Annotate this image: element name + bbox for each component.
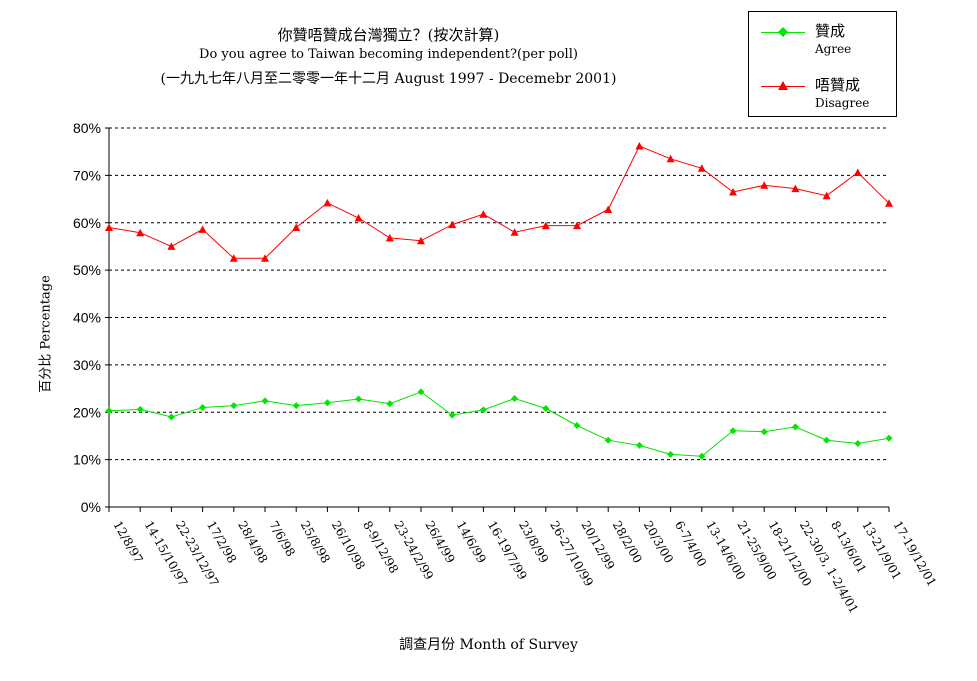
chart-subtitle: Do you agree to Taiwan becoming independ… bbox=[199, 47, 578, 62]
data-point-agree bbox=[854, 440, 862, 447]
legend-item-disagree: 唔贊成 Disagree bbox=[749, 72, 896, 112]
data-point-disagree bbox=[510, 228, 519, 236]
y-tick-label: 20% bbox=[73, 404, 101, 420]
data-point-agree bbox=[760, 428, 768, 436]
data-point-agree bbox=[791, 423, 799, 431]
legend-label-agree-en: Agree bbox=[815, 42, 852, 56]
data-point-agree bbox=[355, 395, 363, 403]
y-axis: 0% 10% 20% 30% 40% 50% 60% 70% 80% bbox=[73, 120, 110, 515]
data-point-agree bbox=[573, 422, 581, 429]
y-tick-label: 0% bbox=[81, 499, 101, 515]
x-tick-label: 23/8/99 bbox=[516, 519, 551, 566]
data-point-disagree bbox=[105, 223, 113, 231]
data-point-agree bbox=[292, 402, 300, 410]
data-point-agree bbox=[542, 405, 550, 412]
x-tick-label: 28/4/98 bbox=[235, 519, 270, 566]
data-point-agree bbox=[230, 402, 238, 410]
data-point-agree bbox=[417, 388, 425, 396]
data-point-agree bbox=[511, 395, 519, 402]
data-point-disagree bbox=[323, 198, 332, 207]
data-point-disagree bbox=[261, 254, 269, 262]
data-point-agree bbox=[323, 399, 331, 407]
x-tick-label: 25/8/98 bbox=[298, 519, 333, 566]
data-point-agree bbox=[667, 450, 675, 458]
data-point-disagree bbox=[635, 142, 644, 150]
x-tick-label: 20/3/00 bbox=[641, 519, 676, 566]
data-point-disagree bbox=[417, 236, 425, 245]
data-point-agree bbox=[635, 441, 643, 449]
x-tick-label: 26/4/99 bbox=[422, 519, 457, 566]
gridlines bbox=[109, 127, 889, 461]
data-point-disagree bbox=[885, 199, 893, 207]
y-tick-label: 30% bbox=[73, 357, 101, 373]
series-line-disagree bbox=[108, 145, 890, 259]
data-point-disagree bbox=[354, 214, 363, 222]
y-tick-label: 60% bbox=[73, 215, 101, 231]
data-point-agree bbox=[479, 406, 487, 414]
x-axis: 12/8/9714-15/10/9722-23/12/9717/2/9828/4… bbox=[108, 506, 939, 616]
legend: 贊成 Agree 唔贊成 Disagree bbox=[748, 11, 897, 117]
data-point-disagree bbox=[666, 154, 675, 163]
data-point-disagree bbox=[541, 221, 550, 230]
data-point-disagree bbox=[853, 168, 862, 176]
data-point-disagree bbox=[791, 184, 800, 193]
data-point-disagree bbox=[479, 210, 488, 218]
x-axis-label: 調查月份 Month of Survey bbox=[399, 637, 578, 653]
series-line-agree bbox=[108, 391, 890, 457]
x-tick-label: 17/2/98 bbox=[204, 519, 239, 566]
data-point-disagree bbox=[697, 164, 706, 172]
data-point-agree bbox=[167, 413, 175, 421]
legend-label-disagree: 唔贊成 bbox=[815, 76, 861, 94]
y-tick-label: 50% bbox=[73, 262, 101, 278]
data-point-agree bbox=[729, 427, 737, 435]
chart-subtitle-period: (一九九七年八月至二零零一年十二月 August 1997 - Decemebr… bbox=[160, 71, 617, 87]
chart-title: 你贊唔贊成台灣獨立？(按次計算) bbox=[277, 26, 500, 44]
x-tick-label: 28/2/00 bbox=[610, 519, 645, 566]
legend-label-disagree-en: Disagree bbox=[815, 96, 870, 110]
diamond-marker-icon bbox=[778, 27, 788, 37]
data-point-agree bbox=[885, 434, 893, 442]
y-tick-label: 40% bbox=[73, 310, 101, 326]
data-point-disagree bbox=[167, 242, 176, 250]
data-point-disagree bbox=[760, 181, 769, 189]
x-tick-label: 14/6/99 bbox=[454, 519, 489, 566]
data-point-disagree bbox=[822, 191, 831, 200]
y-axis-label: 百分比 Percentage bbox=[38, 275, 54, 393]
series-layer bbox=[105, 142, 893, 460]
legend-item-agree: 贊成 Agree bbox=[749, 18, 896, 58]
data-point-agree bbox=[105, 407, 113, 415]
data-point-agree bbox=[604, 436, 612, 444]
data-point-disagree bbox=[229, 254, 238, 262]
data-point-agree bbox=[199, 404, 207, 411]
data-point-disagree bbox=[448, 220, 457, 229]
data-point-agree bbox=[136, 405, 144, 413]
data-point-agree bbox=[698, 452, 706, 460]
y-tick-label: 70% bbox=[73, 167, 101, 183]
data-point-disagree bbox=[198, 225, 207, 233]
data-point-agree bbox=[261, 397, 269, 405]
data-point-disagree bbox=[573, 221, 581, 230]
x-tick-label: 12/8/97 bbox=[110, 519, 145, 566]
data-point-agree bbox=[448, 411, 456, 419]
y-tick-label: 80% bbox=[73, 120, 101, 136]
data-point-disagree bbox=[292, 223, 301, 231]
data-point-disagree bbox=[604, 205, 613, 213]
y-tick-label: 10% bbox=[73, 452, 101, 468]
data-point-disagree bbox=[729, 188, 737, 196]
data-point-disagree bbox=[385, 233, 394, 242]
legend-label-agree: 贊成 bbox=[815, 22, 846, 40]
data-point-agree bbox=[386, 400, 394, 408]
data-point-agree bbox=[823, 436, 831, 444]
triangle-marker-icon bbox=[778, 81, 788, 90]
data-point-disagree bbox=[136, 228, 145, 237]
x-tick-label: 7/6/98 bbox=[266, 519, 297, 559]
